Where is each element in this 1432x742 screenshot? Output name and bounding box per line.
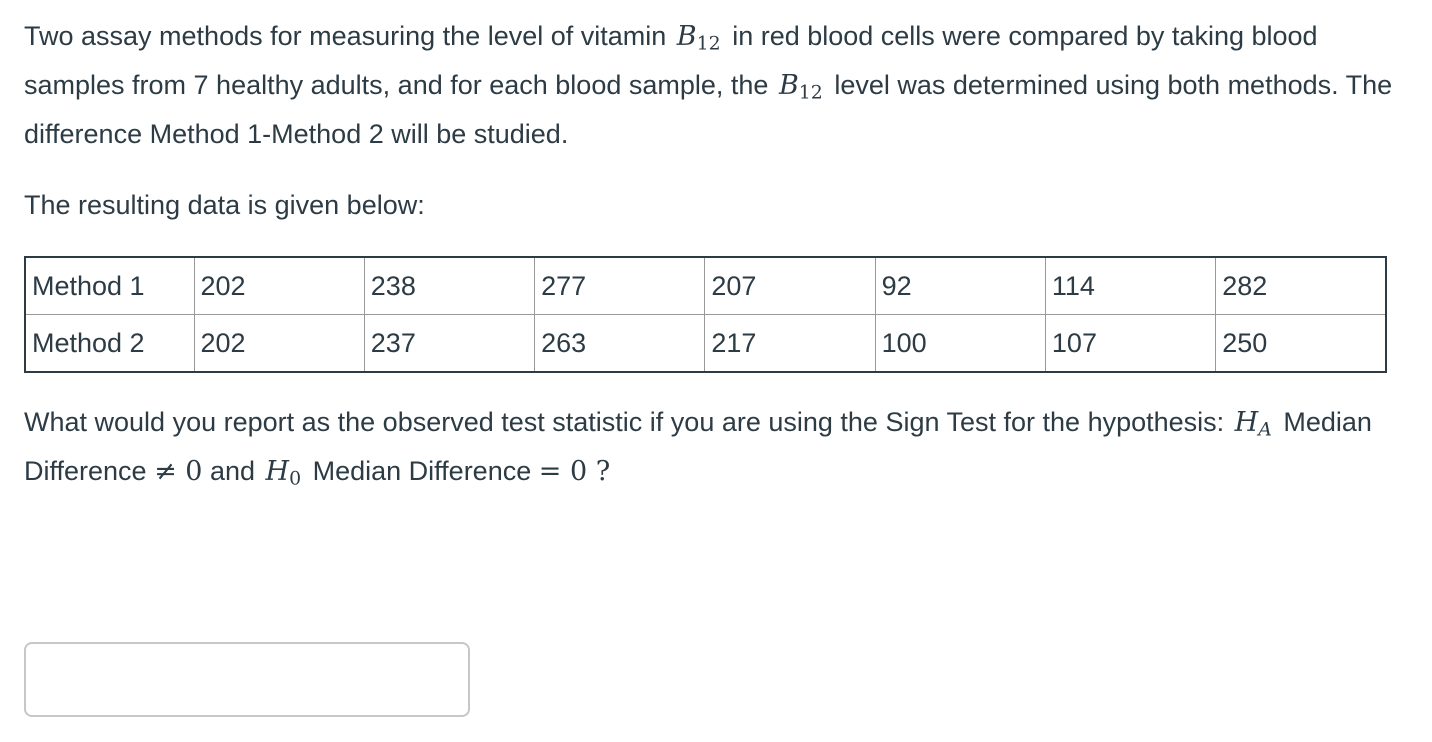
data-intro: The resulting data is given below: xyxy=(24,190,425,220)
table-cell: 237 xyxy=(363,314,536,373)
question-text-1: What would you report as the observed te… xyxy=(24,407,1088,437)
answer-area xyxy=(24,642,1408,717)
table-cell: 250 xyxy=(1215,314,1387,373)
problem-statement: Two assay methods for measuring the leve… xyxy=(24,12,1408,158)
table-row-method-1: Method 1 202 238 277 207 92 114 282 xyxy=(24,256,1387,315)
table-cell: 100 xyxy=(874,314,1046,373)
data-table: Method 1 202 238 277 207 92 114 282 Meth… xyxy=(24,256,1387,373)
table-cell: 202 xyxy=(193,256,365,315)
table-cell: 238 xyxy=(363,256,536,315)
math-b12: B12 xyxy=(778,70,823,104)
table-cell: 114 xyxy=(1044,256,1217,315)
answer-input[interactable] xyxy=(24,642,470,717)
question-text-2: hypothesis: xyxy=(1087,407,1232,437)
math-eq-zero: = 0 ? xyxy=(538,456,611,487)
question-text: What would you report as the observed te… xyxy=(24,398,1408,496)
table-cell: 263 xyxy=(534,314,706,373)
math-b12: B12 xyxy=(676,21,721,55)
table-row-method-2: Method 2 202 237 263 217 100 107 250 xyxy=(24,314,1387,373)
row-label-method-1: Method 1 xyxy=(24,256,195,315)
quiz-question-page: Two assay methods for measuring the leve… xyxy=(24,12,1408,717)
row-label-method-2: Method 2 xyxy=(24,314,195,373)
table-cell: 217 xyxy=(704,314,876,373)
question-text-5: Median Difference xyxy=(305,456,539,486)
intro-text-2: in red blood cells were compared by xyxy=(724,21,1172,51)
table-cell: 207 xyxy=(704,256,876,315)
question-text-3: Median Difference xyxy=(24,407,1372,486)
table-cell: 282 xyxy=(1215,256,1387,315)
math-h-0: H0 xyxy=(265,456,302,490)
math-h-a: HA xyxy=(1234,407,1272,441)
question-text-4: and xyxy=(202,456,263,486)
intro-text-1: Two assay methods for measuring the leve… xyxy=(24,21,674,51)
intro-text-3: taking blood samples from 7 healthy adul… xyxy=(24,21,1318,100)
math-neq-zero: ≠ 0 xyxy=(154,456,203,487)
intro-text-5: determined using both methods. The diffe… xyxy=(24,70,1393,149)
table-cell: 277 xyxy=(534,256,706,315)
table-cell: 202 xyxy=(193,314,365,373)
table-cell: 107 xyxy=(1044,314,1217,373)
table-cell: 92 xyxy=(874,256,1046,315)
intro-text-4: level was xyxy=(826,70,953,100)
